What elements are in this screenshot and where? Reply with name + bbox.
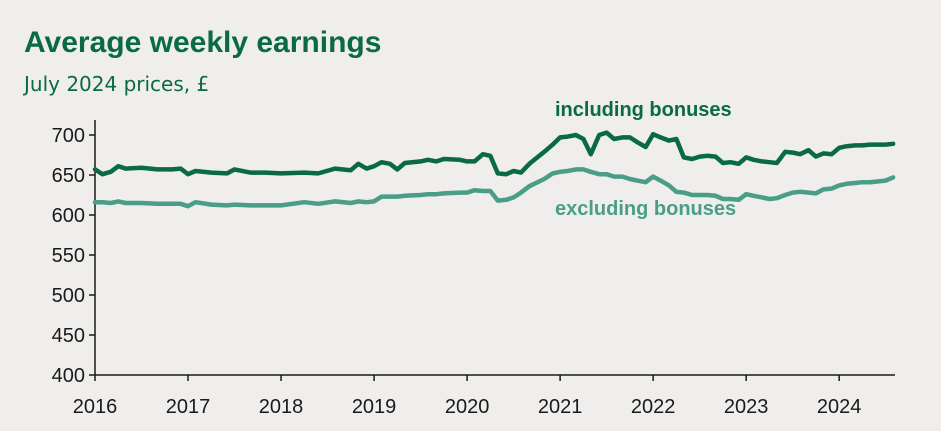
y-tick-label: 600 xyxy=(52,205,85,227)
x-tick-label: 2020 xyxy=(445,396,490,418)
series-lines xyxy=(92,130,896,209)
y-tick-label: 700 xyxy=(52,125,85,147)
x-axis-ticks: 2016 2017 2018 2019 2020 2021 2022 2023 2024 xyxy=(73,375,862,418)
x-tick-label: 2017 xyxy=(166,396,211,418)
y-tick-label: 650 xyxy=(52,165,85,187)
y-tick-label: 550 xyxy=(52,245,85,267)
x-tick-label: 2022 xyxy=(631,396,676,418)
x-tick-label: 2019 xyxy=(352,396,397,418)
series-label-including-bonuses: including bonuses xyxy=(555,99,732,121)
y-tick-label: 400 xyxy=(52,365,85,387)
x-tick-label: 2021 xyxy=(538,396,583,418)
x-tick-label: 2018 xyxy=(259,396,304,418)
y-axis-ticks: 400 450 500 550 600 650 700 xyxy=(52,125,95,387)
y-tick-label: 500 xyxy=(52,285,85,307)
x-tick-label: 2016 xyxy=(73,396,118,418)
series-label-excluding-bonuses: excluding bonuses xyxy=(555,198,736,220)
x-tick-label: 2024 xyxy=(817,396,862,418)
y-tick-label: 450 xyxy=(52,325,85,347)
chart-title: Average weekly earnings xyxy=(24,26,382,59)
chart-subtitle: July 2024 prices, £ xyxy=(24,72,210,96)
x-tick-label: 2023 xyxy=(724,396,769,418)
series-line-including-bonuses xyxy=(92,130,896,177)
series-line-excluding-bonuses xyxy=(92,167,896,209)
